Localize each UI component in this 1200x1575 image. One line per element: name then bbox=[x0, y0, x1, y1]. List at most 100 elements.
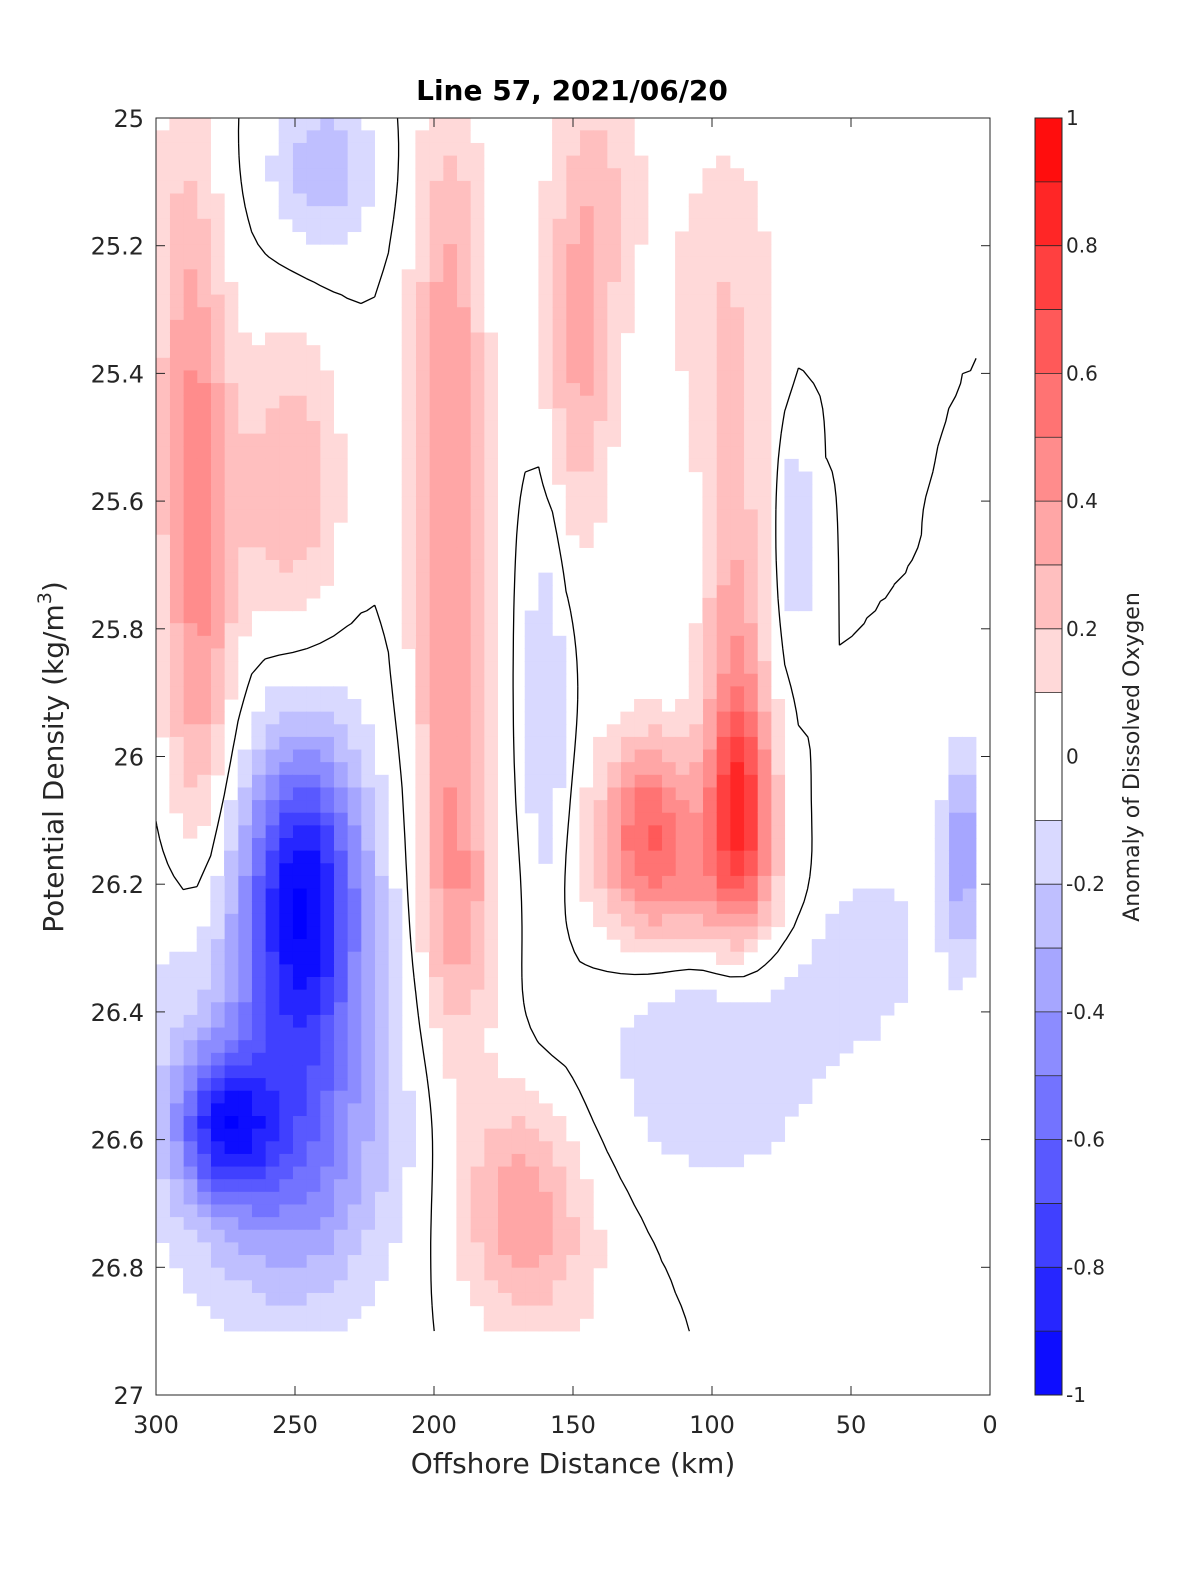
field-cell bbox=[483, 736, 499, 751]
field-cell bbox=[319, 964, 334, 978]
field-cell bbox=[415, 787, 430, 801]
field-cell bbox=[702, 168, 717, 182]
field-cell bbox=[661, 888, 676, 902]
x-tick-label: 0 bbox=[982, 1411, 997, 1439]
field-cell bbox=[360, 1229, 375, 1243]
field-cell bbox=[702, 699, 717, 713]
field-cell bbox=[743, 446, 758, 460]
field-cell bbox=[278, 130, 293, 144]
field-cell bbox=[347, 1255, 362, 1269]
field-cell bbox=[251, 863, 266, 877]
field-cell bbox=[620, 218, 635, 233]
field-cell bbox=[565, 218, 581, 233]
field-cell bbox=[743, 1078, 758, 1092]
field-cell bbox=[579, 408, 594, 422]
field-cell bbox=[470, 888, 485, 902]
field-cell bbox=[634, 825, 649, 839]
field-cell bbox=[702, 989, 717, 1003]
field-cell bbox=[265, 1166, 280, 1180]
field-cell bbox=[210, 1128, 225, 1142]
field-cell bbox=[483, 888, 499, 902]
colorbar-tick-label: 0.4 bbox=[1066, 489, 1098, 513]
field-cell bbox=[470, 1128, 485, 1142]
field-cell bbox=[729, 256, 745, 270]
field-cell bbox=[661, 724, 676, 738]
field-cell bbox=[743, 1052, 758, 1067]
field-cell bbox=[442, 130, 458, 144]
field-cell bbox=[388, 1204, 403, 1218]
field-cell bbox=[497, 1318, 512, 1332]
field-cell bbox=[278, 1128, 293, 1142]
field-cell bbox=[224, 496, 239, 511]
field-cell bbox=[757, 332, 772, 346]
field-cell bbox=[374, 926, 389, 940]
field-cell bbox=[306, 1280, 321, 1294]
field-cell bbox=[456, 610, 471, 624]
field-cell bbox=[292, 1014, 307, 1029]
field-cell bbox=[401, 383, 416, 397]
field-cell bbox=[251, 951, 266, 965]
field-cell bbox=[401, 1116, 416, 1130]
field-cell bbox=[210, 509, 225, 523]
field-cell bbox=[319, 218, 334, 233]
field-cell bbox=[880, 926, 895, 940]
field-cell bbox=[237, 572, 252, 586]
field-cell bbox=[292, 130, 307, 144]
field-cell bbox=[483, 964, 499, 978]
field-cell bbox=[688, 1078, 704, 1092]
field-cell bbox=[743, 332, 758, 346]
field-cell bbox=[647, 1128, 663, 1142]
field-cell bbox=[442, 206, 458, 220]
field-cell bbox=[196, 1141, 211, 1155]
field-cell bbox=[743, 1027, 758, 1041]
field-cell bbox=[183, 686, 198, 700]
field-cell bbox=[333, 850, 348, 864]
field-cell bbox=[429, 1002, 444, 1016]
field-cell bbox=[470, 1052, 485, 1067]
field-cell bbox=[729, 218, 745, 233]
field-cell bbox=[210, 218, 225, 233]
field-cell bbox=[401, 585, 416, 599]
field-cell bbox=[237, 1103, 252, 1117]
field-cell bbox=[415, 180, 430, 195]
field-cell bbox=[224, 1204, 239, 1218]
field-cell bbox=[661, 1078, 676, 1092]
field-cell bbox=[169, 155, 184, 169]
field-cell bbox=[360, 1267, 375, 1281]
field-cell bbox=[688, 863, 704, 877]
field-cell bbox=[278, 888, 293, 902]
field-cell bbox=[347, 1280, 362, 1294]
field-cell bbox=[278, 749, 293, 763]
field-cell bbox=[647, 1116, 663, 1130]
field-cell bbox=[579, 383, 594, 397]
field-cell bbox=[716, 395, 731, 409]
field-cell bbox=[757, 736, 772, 751]
field-cell bbox=[196, 1103, 211, 1117]
field-cell bbox=[743, 812, 758, 826]
field-cell bbox=[183, 458, 198, 473]
field-cell bbox=[552, 1292, 567, 1307]
field-cell bbox=[702, 1014, 717, 1029]
field-cell bbox=[743, 383, 758, 397]
field-cell bbox=[251, 1116, 266, 1130]
field-cell bbox=[442, 939, 458, 953]
field-cell bbox=[415, 458, 430, 473]
field-cell bbox=[388, 1078, 403, 1092]
field-cell bbox=[169, 559, 184, 574]
field-cell bbox=[319, 155, 334, 169]
field-cell bbox=[278, 1040, 293, 1054]
field-cell bbox=[319, 130, 334, 144]
field-cell bbox=[251, 800, 266, 814]
field-cell bbox=[483, 1052, 499, 1067]
field-cell bbox=[224, 648, 239, 662]
field-cell bbox=[210, 1292, 225, 1307]
field-cell bbox=[292, 408, 307, 422]
field-cell bbox=[388, 1090, 403, 1104]
field-cell bbox=[347, 1002, 362, 1016]
field-cell bbox=[470, 850, 485, 864]
field-cell bbox=[169, 1217, 184, 1231]
field-cell bbox=[210, 1065, 225, 1079]
field-cell bbox=[156, 964, 170, 978]
field-cell bbox=[306, 964, 321, 978]
field-cell bbox=[196, 749, 211, 763]
